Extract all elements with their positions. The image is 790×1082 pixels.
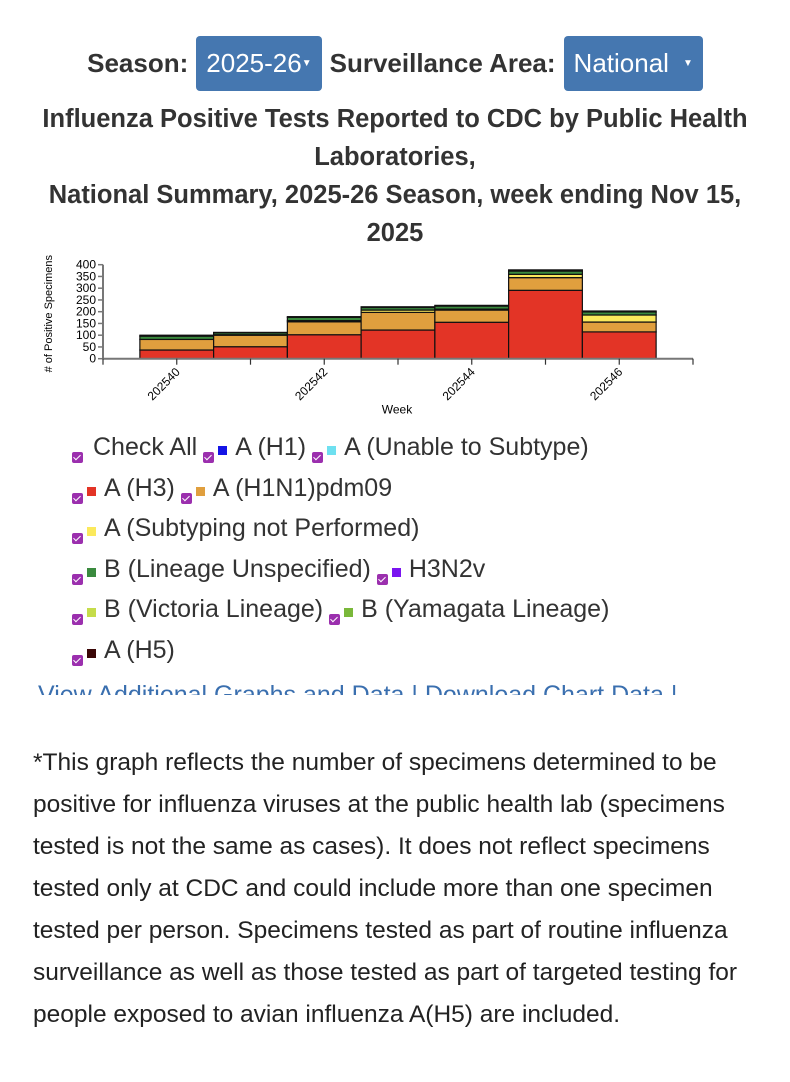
legend-label: A (H3)	[104, 473, 175, 502]
title-line-2: National Summary, 2025-26 Season, week e…	[48, 181, 742, 247]
bar-segment	[360, 329, 436, 360]
x-tick-label: 202540	[145, 365, 183, 403]
legend-item[interactable]: Check All	[72, 427, 197, 468]
legend-item[interactable]: A (H3)	[72, 468, 175, 509]
legend-label: B (Lineage Unspecified)	[104, 554, 371, 583]
legend-swatch	[87, 486, 96, 496]
bar-segment	[286, 316, 362, 318]
area-select[interactable]: National ▼	[563, 36, 703, 91]
x-tick-label: 202546	[587, 365, 625, 403]
checkbox-checked-icon[interactable]	[376, 573, 388, 585]
checkbox-checked-icon[interactable]	[72, 492, 83, 504]
x-tick-label: 202542	[292, 365, 330, 403]
area-value: National	[573, 48, 669, 78]
y-tick-label: 400	[76, 258, 96, 272]
legend-item[interactable]: A (H1N1)pdm09	[180, 468, 393, 509]
area-label: Surveillance Area:	[329, 48, 556, 78]
legend-swatch	[218, 446, 228, 455]
legend-label: B (Victoria Lineage)	[104, 595, 324, 623]
season-label: Season:	[87, 48, 189, 78]
checkbox-checked-icon[interactable]	[329, 614, 341, 625]
legend-label: H3N2v	[408, 554, 486, 583]
bar-segment	[508, 269, 583, 272]
y-tick-label: 300	[76, 281, 96, 295]
legend-label: A (H5)	[104, 635, 175, 664]
legend-label: A (Subtyping not Performed)	[104, 514, 420, 542]
legend: Check All A (H1) A (Unable to Subtype) A (H…	[72, 427, 722, 670]
bar-segment	[213, 346, 288, 360]
filter-controls: Season: 2025-26 ▼ Surveillance Area: Nati…	[0, 36, 790, 91]
bar-segment	[139, 338, 215, 351]
checkbox-checked-icon[interactable]	[180, 492, 192, 504]
legend-item[interactable]: B (Yamagata Lineage)	[329, 589, 609, 630]
y-tick-label: 50	[83, 340, 97, 354]
bar-segment	[581, 321, 657, 333]
checkbox-checked-icon[interactable]	[72, 654, 83, 666]
bar-segment	[139, 334, 215, 337]
checkbox-checked-icon[interactable]	[72, 573, 83, 585]
legend-swatch	[327, 446, 337, 455]
y-tick-label: 200	[76, 305, 96, 319]
link-separator: |	[411, 681, 418, 695]
legend-swatch	[195, 486, 205, 496]
legend-item[interactable]: A (H1)	[203, 427, 306, 468]
legend-item[interactable]: A (Unable to Subtype)	[312, 427, 589, 468]
checkbox-checked-icon[interactable]	[72, 452, 83, 463]
legend-item[interactable]: A (H5)	[72, 630, 175, 671]
y-axis-label: # of Positive Specimens	[43, 255, 55, 373]
checkbox-checked-icon[interactable]	[72, 614, 83, 625]
season-select[interactable]: 2025-26 ▼	[196, 36, 322, 91]
y-tick-label: 100	[76, 328, 96, 342]
checkbox-checked-icon[interactable]	[312, 452, 324, 463]
bar-segment	[581, 331, 657, 360]
legend-item[interactable]: A (Subtyping not Performed)	[72, 508, 419, 549]
link-separator: |	[670, 681, 678, 695]
bar-segment	[286, 334, 362, 360]
legend-item[interactable]: B (Victoria Lineage)	[72, 589, 323, 630]
legend-label: Check All	[93, 433, 198, 461]
bar-segment	[581, 314, 657, 323]
legend-swatch	[87, 567, 96, 577]
bar-segment	[434, 304, 510, 307]
legend-label: A (H1)	[235, 433, 307, 461]
bar-segment	[508, 289, 583, 360]
legend-label: A (Unable to Subtype)	[344, 433, 589, 461]
y-tick-label: 0	[89, 352, 96, 366]
y-tick-label: 150	[76, 316, 96, 330]
footnote: *This graph reflects the number of speci…	[33, 749, 738, 1028]
legend-swatch	[87, 527, 96, 536]
chevron-down-icon: ▼	[682, 58, 693, 69]
x-tick-label: 202544	[440, 365, 478, 403]
title-line-1: Influenza Positive Tests Reported to CDC…	[42, 105, 748, 171]
links-bar: View Additional Graphs and Data | Downlo…	[38, 678, 778, 695]
bar-segment	[360, 311, 436, 331]
x-axis-label: Week	[382, 403, 413, 417]
bar-segment	[581, 310, 657, 313]
view-additional-link[interactable]: View Additional Graphs and Data	[38, 681, 405, 695]
bar-segment	[286, 321, 362, 336]
bar-segment	[360, 306, 436, 309]
season-value: 2025-26	[206, 48, 302, 78]
legend-swatch	[87, 608, 96, 617]
bar-segment	[213, 334, 288, 348]
bar-segment	[434, 321, 510, 360]
y-tick-label: 250	[76, 293, 96, 307]
bar-segment	[508, 277, 583, 291]
checkbox-checked-icon[interactable]	[72, 533, 83, 544]
chart-title: Influenza Positive Tests Reported to CDC…	[20, 100, 770, 252]
legend-swatch	[87, 648, 96, 658]
legend-item[interactable]: H3N2v	[376, 549, 486, 590]
y-tick-label: 350	[76, 269, 96, 283]
legend-swatch	[391, 567, 401, 577]
legend-label: B (Yamagata Lineage)	[361, 595, 610, 623]
legend-label: A (H1N1)pdm09	[212, 473, 393, 502]
bar-segment	[139, 349, 215, 360]
chevron-down-icon: ▼	[301, 58, 312, 69]
bar-segment	[434, 309, 510, 323]
legend-swatch	[344, 608, 354, 617]
checkbox-checked-icon[interactable]	[203, 452, 215, 463]
download-chart-data-link[interactable]: Download Chart Data	[424, 681, 664, 695]
legend-item[interactable]: B (Lineage Unspecified)	[72, 549, 371, 590]
